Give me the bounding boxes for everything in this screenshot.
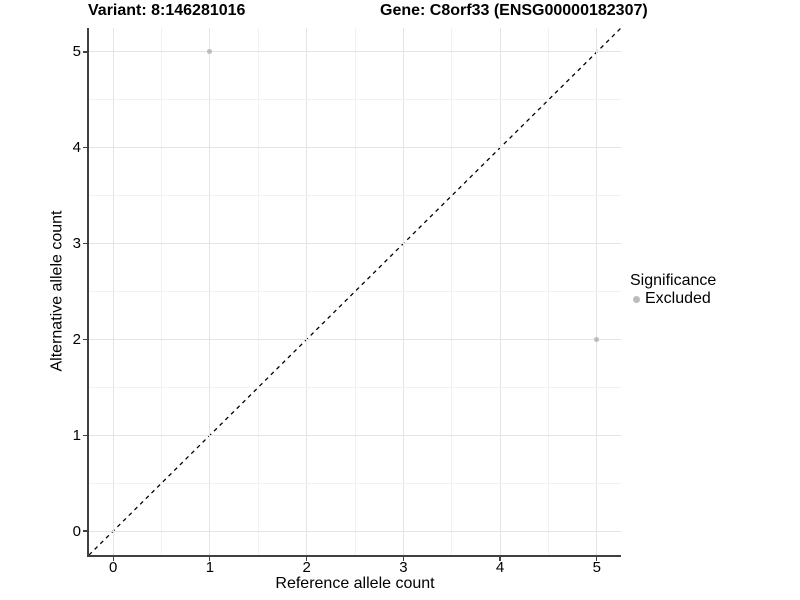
plot-title-variant: Variant: 8:146281016: [88, 2, 246, 19]
legend-item-excluded: Excluded: [630, 290, 716, 308]
y-axis-title: Alternative allele count: [48, 210, 66, 372]
y-tick-mark: [83, 434, 87, 436]
identity-line: [89, 28, 621, 555]
grid-major-h: [89, 530, 621, 532]
grid-major-h: [89, 51, 621, 53]
legend: Significance Excluded: [630, 271, 716, 308]
legend-item-label: Excluded: [645, 290, 711, 307]
plot-panel: [89, 28, 621, 555]
excluded-point-icon: [633, 295, 640, 303]
x-tick-mark: [209, 557, 211, 561]
y-tick-mark: [83, 530, 87, 532]
grid-minor-h: [89, 386, 621, 388]
plot-title-gene: Gene: C8orf33 (ENSG00000182307): [380, 2, 648, 19]
y-tick-label: 3: [72, 235, 81, 253]
x-tick-label: 1: [205, 559, 215, 576]
y-tick-label: 4: [72, 139, 81, 157]
x-tick-mark: [499, 557, 501, 561]
x-tick-label: 4: [495, 559, 505, 576]
y-tick-label: 0: [72, 522, 81, 540]
grid-major-h: [89, 243, 621, 245]
y-tick-mark: [83, 147, 87, 149]
legend-title: Significance: [630, 272, 717, 289]
x-tick-mark: [306, 557, 308, 561]
y-tick-label: 2: [72, 330, 81, 348]
x-axis-title: Reference allele count: [275, 575, 435, 592]
grid-major-h: [89, 434, 621, 436]
y-tick-mark: [83, 242, 87, 245]
x-tick-mark: [596, 557, 598, 561]
grid-major-h: [89, 147, 621, 149]
grid-minor-h: [89, 195, 621, 197]
x-tick-label: 5: [592, 559, 601, 576]
data-point-1-5: [207, 49, 213, 55]
data-point-5-2: [594, 336, 600, 342]
x-tick-mark: [112, 557, 114, 561]
grid-minor-h: [89, 482, 621, 484]
grid-minor-h: [89, 99, 621, 101]
y-tick-mark: [83, 338, 87, 340]
y-tick-label: 5: [72, 43, 81, 61]
x-tick-mark: [402, 557, 404, 561]
x-tick-label: 0: [109, 559, 118, 576]
x-tick-label: 3: [399, 559, 408, 576]
grid-minor-h: [89, 291, 621, 292]
x-tick-label: 2: [302, 559, 311, 576]
y-tick-mark: [83, 51, 87, 53]
y-tick-label: 1: [72, 426, 81, 444]
grid-major-h: [89, 338, 621, 340]
